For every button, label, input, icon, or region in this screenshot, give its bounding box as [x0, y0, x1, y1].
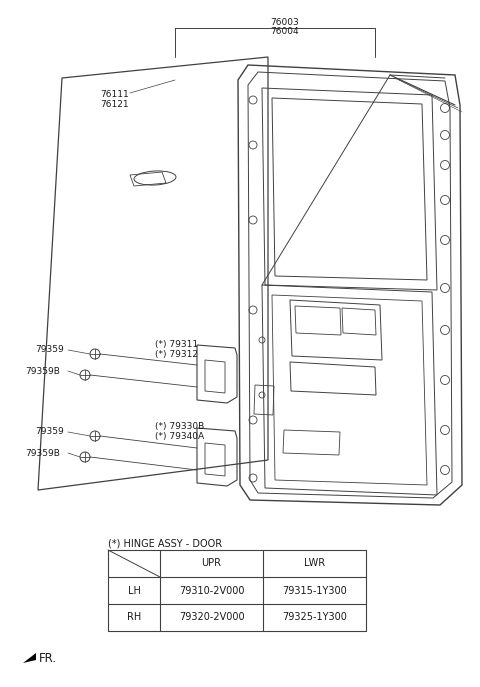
Text: 76111: 76111 [100, 90, 129, 99]
Text: 79359B: 79359B [25, 366, 60, 376]
Text: 76003: 76003 [271, 18, 300, 27]
Text: 79320-2V000: 79320-2V000 [179, 613, 244, 622]
Text: 79315-1Y300: 79315-1Y300 [282, 585, 347, 596]
Text: 76004: 76004 [271, 27, 300, 36]
Text: UPR: UPR [202, 559, 221, 569]
Text: (*) 79311: (*) 79311 [155, 340, 198, 349]
Text: (*) 79312: (*) 79312 [155, 350, 198, 359]
Text: 79359: 79359 [35, 346, 64, 354]
Text: (*) HINGE ASSY - DOOR: (*) HINGE ASSY - DOOR [108, 538, 222, 548]
Text: (*) 79340A: (*) 79340A [155, 432, 204, 441]
Text: LH: LH [128, 585, 141, 596]
Text: 79359B: 79359B [25, 449, 60, 458]
Text: RH: RH [127, 613, 141, 622]
Text: 79359: 79359 [35, 427, 64, 436]
Text: 79325-1Y300: 79325-1Y300 [282, 613, 347, 622]
Text: 79310-2V000: 79310-2V000 [179, 585, 244, 596]
Polygon shape [23, 653, 36, 663]
Text: (*) 79330B: (*) 79330B [155, 422, 204, 431]
Text: FR.: FR. [39, 651, 57, 664]
Text: LWR: LWR [304, 559, 325, 569]
Text: 76121: 76121 [100, 100, 129, 109]
